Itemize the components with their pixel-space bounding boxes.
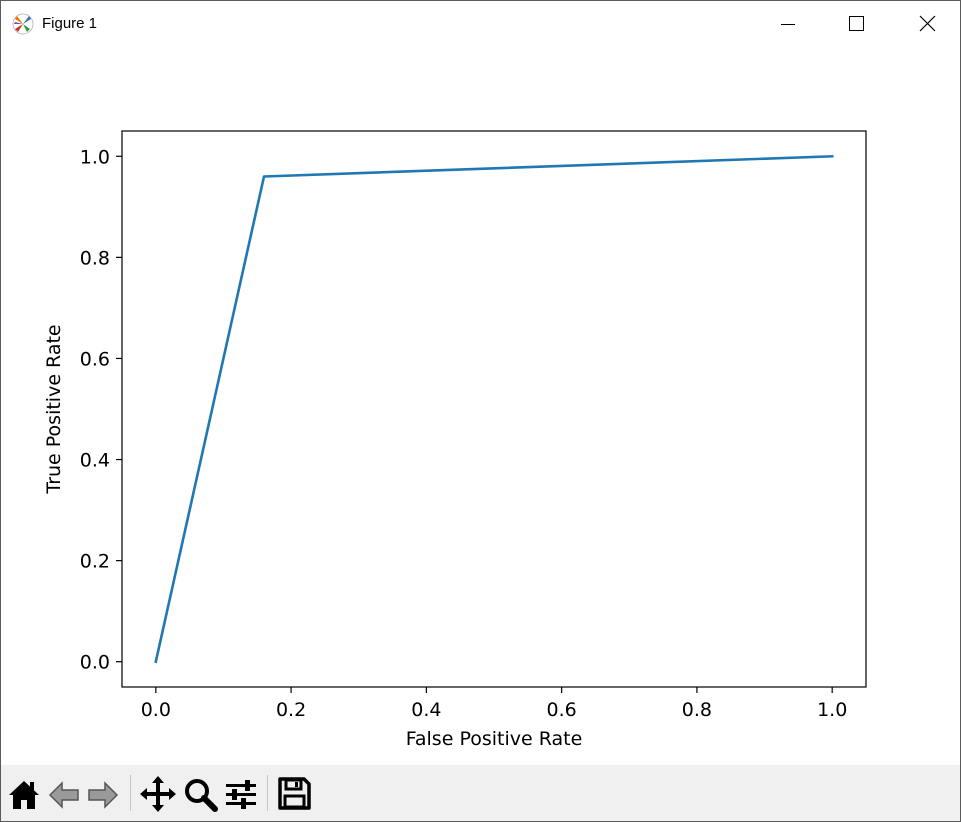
forward-icon bbox=[88, 781, 119, 809]
minimize-button[interactable] bbox=[764, 1, 810, 47]
zoom-button[interactable] bbox=[180, 773, 220, 813]
figure-canvas[interactable]: 0.0 0.2 0.4 0.6 0.8 1.0 0.0 0.2 0.4 0.6 0.8 1.0 Fa… bbox=[1, 47, 960, 765]
y-tick-label: 0.0 bbox=[80, 652, 110, 674]
y-axis-ticks: 0.0 0.2 0.4 0.6 0.8 1.0 bbox=[80, 146, 122, 674]
x-tick-label: 0.8 bbox=[682, 699, 712, 721]
y-tick-label: 1.0 bbox=[80, 146, 110, 168]
matplotlib-logo-icon bbox=[12, 13, 34, 35]
toolbar-separator bbox=[267, 775, 268, 811]
pan-icon bbox=[140, 776, 176, 812]
forward-button[interactable] bbox=[83, 773, 123, 813]
y-tick-label: 0.8 bbox=[80, 247, 110, 269]
y-tick-label: 0.6 bbox=[80, 348, 110, 370]
title-bar[interactable]: Figure 1 bbox=[1, 1, 960, 47]
x-tick-label: 0.6 bbox=[547, 699, 577, 721]
zoom-icon bbox=[185, 779, 218, 812]
configure-subplots-icon bbox=[226, 780, 256, 809]
roc-chart: 0.0 0.2 0.4 0.6 0.8 1.0 0.0 0.2 0.4 0.6 0.8 1.0 Fa… bbox=[43, 130, 867, 750]
x-tick-label: 0.0 bbox=[141, 699, 171, 721]
configure-subplots-button[interactable] bbox=[221, 773, 261, 813]
x-tick-label: 1.0 bbox=[817, 699, 847, 721]
home-button[interactable] bbox=[4, 773, 44, 813]
toolbar-separator bbox=[130, 775, 131, 811]
back-icon bbox=[48, 781, 79, 809]
close-icon bbox=[919, 15, 936, 32]
axes-frame bbox=[121, 130, 867, 688]
maximize-button[interactable] bbox=[833, 1, 879, 47]
back-button[interactable] bbox=[44, 773, 84, 813]
navigation-toolbar bbox=[1, 765, 960, 821]
y-axis-label: True Positive Rate bbox=[43, 324, 65, 494]
window-title: Figure 1 bbox=[42, 15, 98, 32]
x-axis-label: False Positive Rate bbox=[406, 728, 583, 750]
save-icon bbox=[278, 777, 311, 810]
pan-button[interactable] bbox=[138, 773, 178, 813]
save-button[interactable] bbox=[274, 773, 314, 813]
y-tick-label: 0.2 bbox=[80, 551, 110, 573]
maximize-icon bbox=[849, 16, 864, 31]
close-button[interactable] bbox=[904, 1, 950, 47]
roc-curve-line bbox=[154, 154, 834, 664]
x-axis-ticks: 0.0 0.2 0.4 0.6 0.8 1.0 bbox=[141, 687, 847, 721]
y-tick-label: 0.4 bbox=[80, 450, 110, 472]
home-icon bbox=[9, 781, 39, 809]
x-tick-label: 0.4 bbox=[411, 699, 441, 721]
x-tick-label: 0.2 bbox=[276, 699, 306, 721]
minimize-icon bbox=[781, 24, 795, 25]
